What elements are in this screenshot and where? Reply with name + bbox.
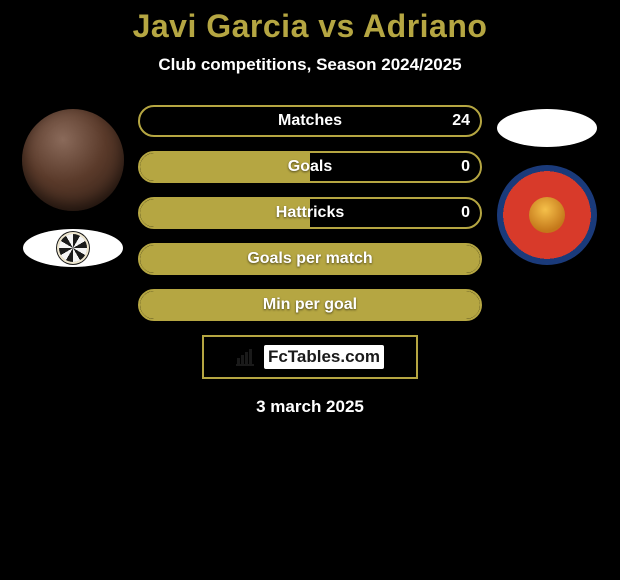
stat-bar: Hattricks 0 bbox=[138, 197, 482, 229]
stat-bar: Goals 0 bbox=[138, 151, 482, 183]
stat-bar: Matches 24 bbox=[138, 105, 482, 137]
page-title: Javi Garcia vs Adriano bbox=[0, 8, 620, 45]
club-crest-icon bbox=[59, 234, 87, 262]
player-a-club-badge bbox=[23, 229, 123, 267]
player-a-column bbox=[18, 105, 128, 267]
brand-label: FcTables.com bbox=[264, 345, 384, 369]
stat-value-b: 0 bbox=[461, 204, 470, 222]
subtitle: Club competitions, Season 2024/2025 bbox=[0, 55, 620, 75]
comparison-card: Javi Garcia vs Adriano Club competitions… bbox=[0, 0, 620, 417]
stat-value-b: 24 bbox=[452, 112, 470, 130]
stat-bar-fill bbox=[140, 153, 310, 181]
player-b-column bbox=[492, 105, 602, 265]
player-a-avatar bbox=[22, 109, 124, 211]
main-row: Matches 24 Goals 0 Hattricks 0 Goals per… bbox=[0, 105, 620, 321]
stat-label: Min per goal bbox=[263, 296, 357, 314]
stat-label: Hattricks bbox=[276, 204, 344, 222]
stat-label: Goals bbox=[288, 158, 332, 176]
player-b-avatar bbox=[497, 109, 597, 147]
brand-box[interactable]: FcTables.com bbox=[202, 335, 418, 379]
stats-bars: Matches 24 Goals 0 Hattricks 0 Goals per… bbox=[138, 105, 482, 321]
stat-label: Goals per match bbox=[247, 250, 372, 268]
date-label: 3 march 2025 bbox=[0, 397, 620, 417]
bar-chart-icon bbox=[236, 348, 258, 366]
stat-value-b: 0 bbox=[461, 158, 470, 176]
player-b-club-badge bbox=[497, 165, 597, 265]
stat-bar: Goals per match bbox=[138, 243, 482, 275]
stat-bar: Min per goal bbox=[138, 289, 482, 321]
stat-label: Matches bbox=[278, 112, 342, 130]
